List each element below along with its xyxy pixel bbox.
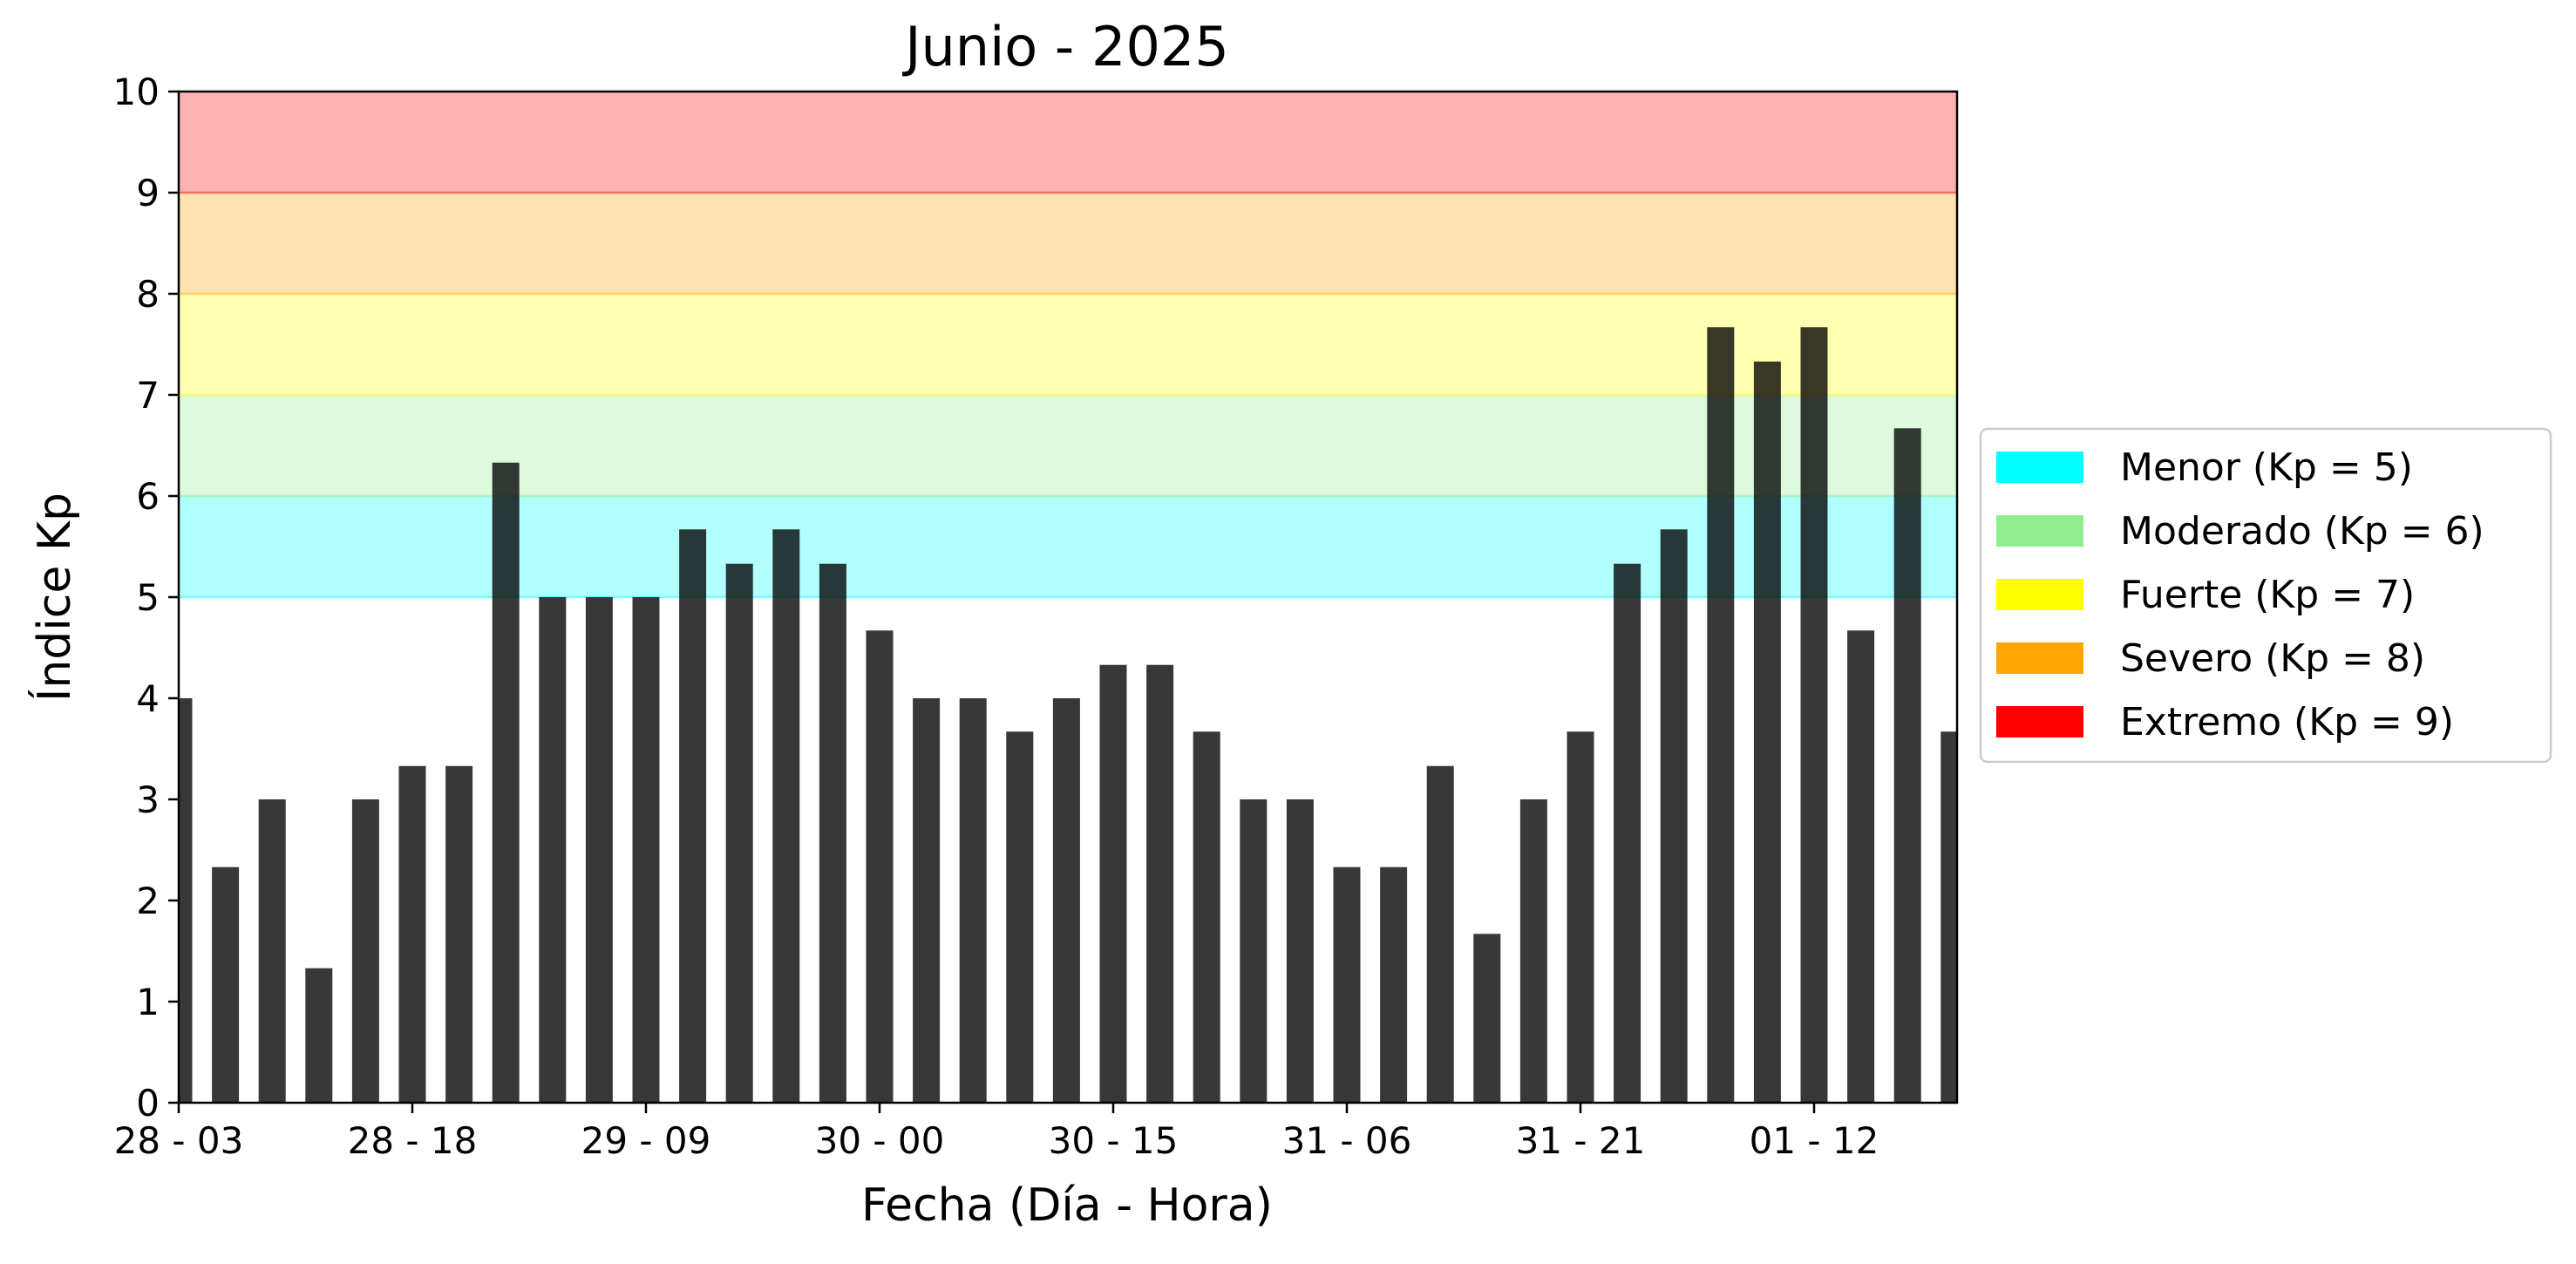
- bar: [1240, 799, 1268, 1103]
- y-tick-label: 0: [136, 1082, 160, 1125]
- legend-entry-label: Fuerte (Kp = 7): [2120, 573, 2415, 617]
- bar: [179, 698, 193, 1103]
- x-tick-label: 30 - 15: [1049, 1119, 1179, 1162]
- x-tick-label: 29 - 09: [581, 1119, 711, 1162]
- severity-band: [179, 193, 1957, 294]
- severity-band: [179, 92, 1957, 193]
- legend-swatch: [1996, 579, 2083, 610]
- bar: [1473, 934, 1501, 1103]
- y-axis-label: Índice Kp: [28, 493, 81, 702]
- severity-band: [179, 294, 1957, 395]
- legend-entry-label: Severo (Kp = 8): [2120, 636, 2425, 681]
- bar: [1567, 731, 1594, 1103]
- bar: [772, 529, 800, 1103]
- x-tick-label: 31 - 06: [1282, 1119, 1412, 1162]
- bar: [1286, 799, 1314, 1103]
- severity-band: [179, 395, 1957, 496]
- x-tick-label: 30 - 00: [815, 1119, 945, 1162]
- bar: [1940, 731, 1957, 1103]
- bar: [725, 563, 753, 1103]
- x-tick-label: 28 - 03: [114, 1119, 244, 1162]
- y-tick-label: 6: [136, 475, 160, 518]
- y-axis: 0 1 2 3 4 5 6 7 8 9 10: [113, 71, 179, 1125]
- bar: [305, 968, 333, 1103]
- bar: [445, 765, 473, 1103]
- y-tick-label: 3: [136, 778, 160, 821]
- x-axis-label: Fecha (Día - Hora): [861, 1179, 1273, 1232]
- severity-band: [179, 496, 1957, 597]
- bar: [959, 698, 987, 1103]
- legend-box: [1979, 427, 2552, 764]
- y-tick-label: 4: [136, 677, 160, 720]
- bar: [585, 597, 613, 1103]
- y-tick-label: 7: [136, 374, 160, 417]
- legend-entry-label: Moderado (Kp = 6): [2120, 509, 2484, 554]
- bar: [1006, 731, 1034, 1103]
- y-tick-label: 9: [136, 172, 160, 214]
- bar: [212, 866, 240, 1103]
- bar: [1753, 361, 1781, 1103]
- y-tick-label: 5: [136, 576, 160, 619]
- legend-entry-label: Menor (Kp = 5): [2120, 445, 2413, 490]
- bar: [1146, 664, 1174, 1103]
- bar: [1333, 866, 1361, 1103]
- legend-swatch: [1996, 642, 2083, 674]
- legend-entry-label: Extremo (Kp = 9): [2120, 700, 2454, 744]
- bar: [1800, 327, 1828, 1103]
- bar: [1893, 428, 1921, 1103]
- bar: [866, 630, 894, 1103]
- x-tick-label: 31 - 21: [1516, 1119, 1646, 1162]
- chart-title: Junio - 2025: [901, 15, 1229, 78]
- x-axis: 28 - 03 28 - 18 29 - 09 30 - 00 30 - 15 31 - …: [114, 1103, 1879, 1162]
- legend-swatch: [1996, 706, 2083, 737]
- legend-swatch: [1996, 452, 2083, 483]
- x-tick-label: 28 - 18: [348, 1119, 478, 1162]
- x-tick-label: 01 - 12: [1750, 1119, 1879, 1162]
- bar: [1660, 529, 1688, 1103]
- bar: [258, 799, 286, 1103]
- y-tick-label: 10: [113, 71, 160, 113]
- bar: [679, 529, 707, 1103]
- y-tick-label: 8: [136, 273, 160, 316]
- y-tick-label: 2: [136, 880, 160, 922]
- y-tick-label: 1: [136, 981, 160, 1023]
- bar: [398, 765, 426, 1103]
- bar: [492, 462, 520, 1103]
- bar: [1426, 765, 1454, 1103]
- bar: [1614, 563, 1641, 1103]
- bar: [913, 698, 941, 1103]
- bar: [1380, 866, 1408, 1103]
- bar: [1193, 731, 1220, 1103]
- bar: [632, 597, 660, 1103]
- bar: [1519, 799, 1547, 1103]
- bar: [539, 597, 567, 1103]
- bar: [1052, 698, 1080, 1103]
- bar: [819, 563, 846, 1103]
- bar: [1707, 327, 1735, 1103]
- bar: [351, 799, 379, 1103]
- legend-swatch: [1996, 515, 2083, 547]
- bar: [1099, 664, 1127, 1103]
- severity-bands: [179, 92, 1957, 599]
- bar: [1847, 630, 1875, 1103]
- legend: Menor (Kp = 5) Moderado (Kp = 6) Fuerte (K…: [1979, 427, 2552, 764]
- bar-series: [179, 327, 1957, 1103]
